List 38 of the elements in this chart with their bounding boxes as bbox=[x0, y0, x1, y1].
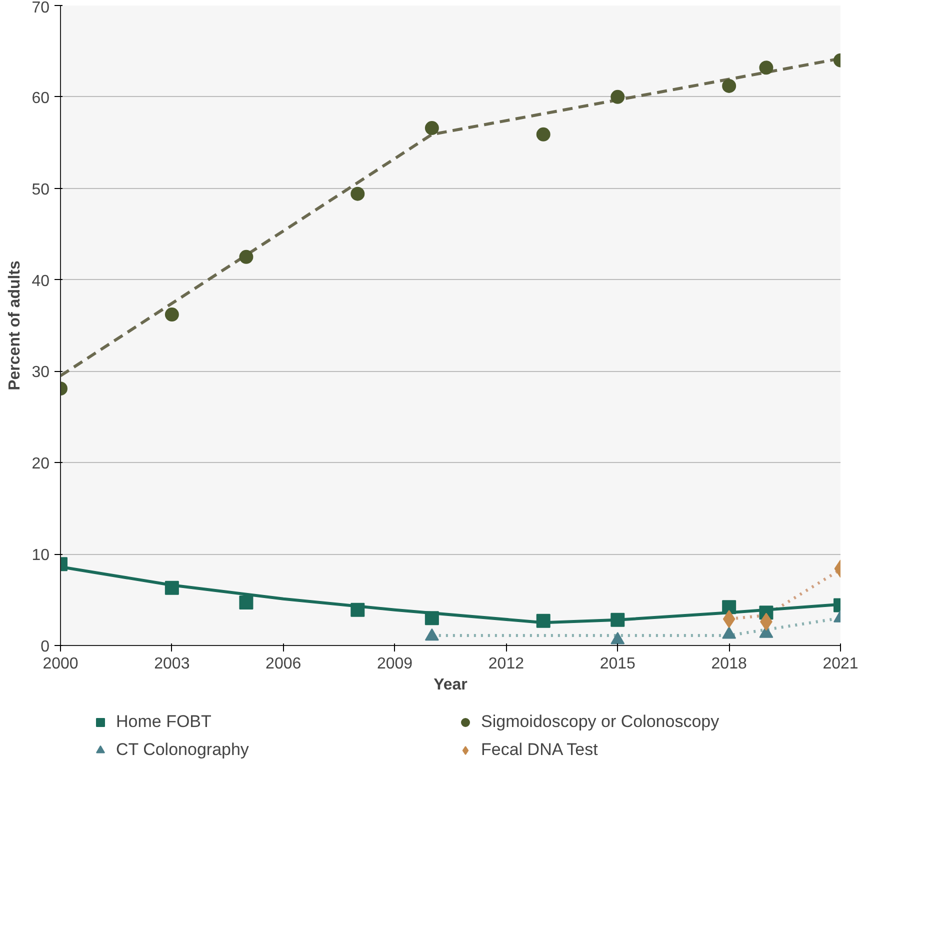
point bbox=[164, 308, 179, 322]
y-tick-label: 70 bbox=[32, 0, 50, 16]
point bbox=[350, 186, 365, 201]
point bbox=[239, 250, 254, 264]
x-tick-label: 2006 bbox=[266, 656, 302, 672]
point bbox=[239, 596, 254, 610]
x-axis-title: Year bbox=[434, 676, 468, 694]
y-tick-label: 40 bbox=[32, 272, 50, 290]
x-tick-label: 2009 bbox=[376, 656, 413, 672]
legend-label: Sigmoidoscopy or Colonoscopy bbox=[481, 712, 720, 732]
y-tick-label: 30 bbox=[32, 364, 50, 382]
point bbox=[424, 611, 439, 626]
y-tick-label: 0 bbox=[40, 638, 50, 656]
x-tick-label: 2018 bbox=[711, 656, 747, 672]
legend-label: CT Colonography bbox=[116, 740, 250, 760]
x-tick-label: 2021 bbox=[822, 656, 858, 672]
point bbox=[350, 602, 365, 617]
x-tick-label: 2015 bbox=[600, 656, 636, 672]
point bbox=[424, 121, 439, 135]
point bbox=[610, 612, 625, 627]
point bbox=[536, 614, 550, 628]
point bbox=[722, 600, 736, 614]
point bbox=[722, 610, 736, 628]
point bbox=[610, 90, 625, 104]
legend-label: Home FOBT bbox=[116, 712, 212, 732]
y-tick-label: 50 bbox=[32, 181, 50, 198]
y-tick-label: 10 bbox=[32, 547, 50, 564]
y-tick-label: 20 bbox=[32, 456, 50, 473]
y-tick-label: 60 bbox=[32, 90, 50, 107]
point bbox=[759, 60, 774, 75]
x-tick-label: 2000 bbox=[42, 656, 78, 672]
point bbox=[164, 580, 179, 595]
y-axis-title: Percent of adults bbox=[6, 260, 24, 390]
x-tick-label: 2012 bbox=[488, 656, 524, 672]
point bbox=[536, 127, 550, 142]
legend-label: Fecal DNA Test bbox=[481, 740, 599, 760]
point bbox=[722, 78, 736, 93]
x-tick-label: 2003 bbox=[154, 656, 190, 672]
